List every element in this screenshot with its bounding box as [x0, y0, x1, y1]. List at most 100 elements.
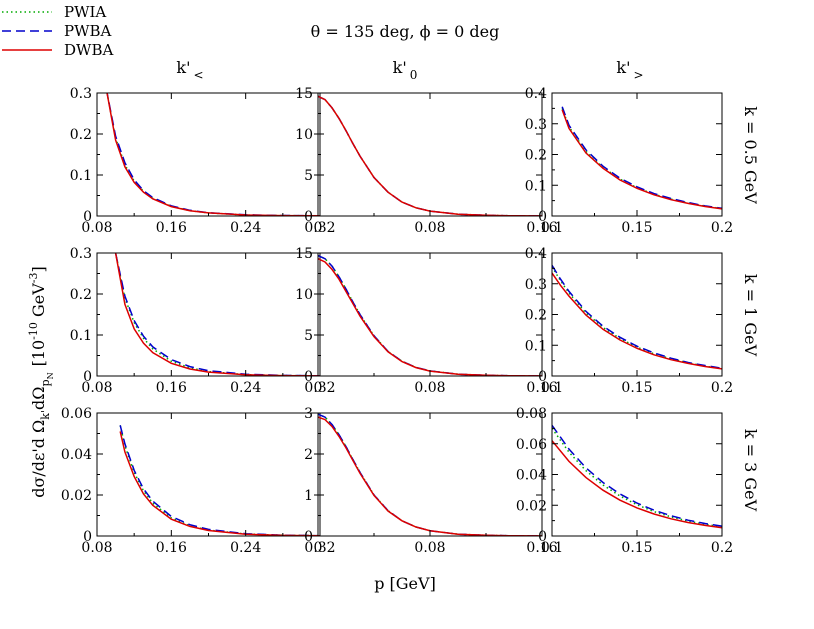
- x-tick-label: 0.1: [541, 540, 563, 556]
- x-tick-label: 0.16: [526, 380, 557, 396]
- series-dwba: [119, 431, 320, 536]
- y-label-mid: dΩ: [29, 386, 48, 410]
- y-label-unit-exp2: -3: [27, 272, 40, 283]
- series-pwba: [318, 95, 542, 216]
- y-tick-label: 0.2: [525, 308, 547, 324]
- y-tick-label: 0: [538, 369, 547, 385]
- series-pwia: [552, 266, 722, 370]
- series-dwba: [552, 272, 722, 370]
- x-tick-label: 0.32: [304, 380, 335, 396]
- y-tick-label: 0.1: [70, 328, 92, 344]
- panel-r1-c3: 0.1 0.15 0.200.10.20.30.4: [525, 86, 733, 236]
- series-pwia: [561, 108, 722, 210]
- y-tick-label: 10: [295, 127, 313, 143]
- y-tick-label: 0: [538, 209, 547, 225]
- legend-label-dwba: DWBA: [64, 41, 113, 59]
- y-tick-label: 0.06: [516, 437, 547, 453]
- series-pwia: [106, 93, 320, 216]
- x-tick-label: 0.15: [621, 380, 652, 396]
- panel-frame: [317, 412, 543, 537]
- series-dwba: [318, 416, 542, 536]
- y-tick-label: 1: [304, 488, 313, 504]
- y-tick-label: 0: [83, 369, 92, 385]
- y-tick-label: 0.02: [61, 488, 92, 504]
- series-pwia: [318, 254, 542, 376]
- row-label-2: k = 1 GeV: [741, 274, 760, 357]
- panel-r3-c3: 0.1 0.15 0.2 0 0.02 0.04 0.06 0.08: [516, 406, 733, 556]
- panel-frame: [551, 92, 723, 217]
- x-tick-label: 0.2: [711, 220, 733, 236]
- y-tick-label: 15: [295, 86, 313, 102]
- column-title-2: k' 0: [393, 58, 418, 82]
- panel-frame: [551, 412, 723, 537]
- column-titles: k' < k' 0 k' >: [176, 58, 643, 82]
- panel-frame: [317, 92, 543, 217]
- legend-label-pwba: PWBA: [64, 22, 112, 40]
- y-tick-label: 0: [83, 529, 92, 545]
- x-tick-label: 0.08: [414, 220, 445, 236]
- y-label-unit-open: [10: [29, 340, 48, 367]
- y-tick-label: 5: [304, 168, 313, 184]
- x-tick-label: 0.15: [621, 220, 652, 236]
- series-dwba: [318, 95, 542, 216]
- y-tick-label: 0.2: [70, 127, 92, 143]
- series-dwba: [561, 109, 722, 210]
- x-tick-label: 0.16: [156, 380, 187, 396]
- x-tick-label: 0.24: [230, 540, 261, 556]
- y-tick-label: 0.3: [70, 86, 92, 102]
- y-tick-label: 0.08: [516, 406, 547, 422]
- series-dwba: [106, 93, 320, 216]
- legend-label-pwia: PWIA: [64, 3, 106, 21]
- y-tick-label: 0: [304, 529, 313, 545]
- y-axis-label: dσ/dε'd Ωk'dΩpN [10-10 GeV-3]: [27, 266, 55, 498]
- y-tick-label: 0.1: [525, 178, 547, 194]
- x-tick-label: 0.32: [304, 540, 335, 556]
- y-tick-label: 0.3: [525, 277, 547, 293]
- row-label-text: k = 3 GeV: [741, 429, 760, 512]
- y-tick-label: 0.1: [70, 168, 92, 184]
- y-tick-label: 10: [295, 287, 313, 303]
- chart-title: θ = 135 deg, ϕ = 0 deg: [311, 22, 500, 41]
- x-tick-label: 0.1: [541, 380, 563, 396]
- x-tick-label: 0.2: [711, 380, 733, 396]
- x-tick-label: 0.24: [230, 380, 261, 396]
- panel-frame: [551, 252, 723, 377]
- y-tick-label: 5: [304, 328, 313, 344]
- y-tick-label: 0.06: [61, 406, 92, 422]
- series-pwba: [318, 413, 542, 536]
- series-pwba: [114, 253, 320, 376]
- series-pwba: [318, 254, 542, 376]
- y-label-sub1: k': [39, 410, 52, 420]
- x-tick-label: 0.1: [541, 220, 563, 236]
- y-tick-label: 0.2: [525, 148, 547, 164]
- x-tick-label: 0.16: [156, 540, 187, 556]
- x-tick-label: 0.16: [526, 540, 557, 556]
- y-tick-label: 3: [304, 406, 313, 422]
- y-tick-label: 2: [304, 447, 313, 463]
- x-tick-label: 0.16: [156, 220, 187, 236]
- series-pwba: [561, 106, 722, 210]
- y-tick-label: 0: [538, 529, 547, 545]
- svg-text:dσ/dε'd Ωk'dΩpN[10-10 GeV-3]: dσ/dε'd Ωk'dΩpN [10-10 GeV-3]: [27, 266, 55, 498]
- panel-r2-c3: 0.1 0.15 0.200.10.20.30.4: [525, 246, 733, 396]
- x-tick-label: 0.08: [81, 220, 112, 236]
- x-axis-label: p [GeV]: [374, 574, 436, 593]
- y-tick-label: 0.04: [61, 447, 92, 463]
- series-pwia: [114, 253, 320, 376]
- y-label-unit-mid: GeV: [29, 283, 48, 322]
- row-label-text: k = 0.5 GeV: [741, 106, 760, 204]
- row-label-3: k = 3 GeV: [741, 429, 760, 512]
- series-pwba: [106, 93, 320, 216]
- x-tick-label: 0.08: [81, 540, 112, 556]
- y-tick-label: 0.4: [525, 86, 547, 102]
- series-pwba: [552, 264, 722, 370]
- x-tick-label: 0.16: [526, 220, 557, 236]
- series-pwia: [119, 425, 320, 536]
- y-tick-label: 15: [295, 246, 313, 262]
- series-pwba: [119, 425, 320, 536]
